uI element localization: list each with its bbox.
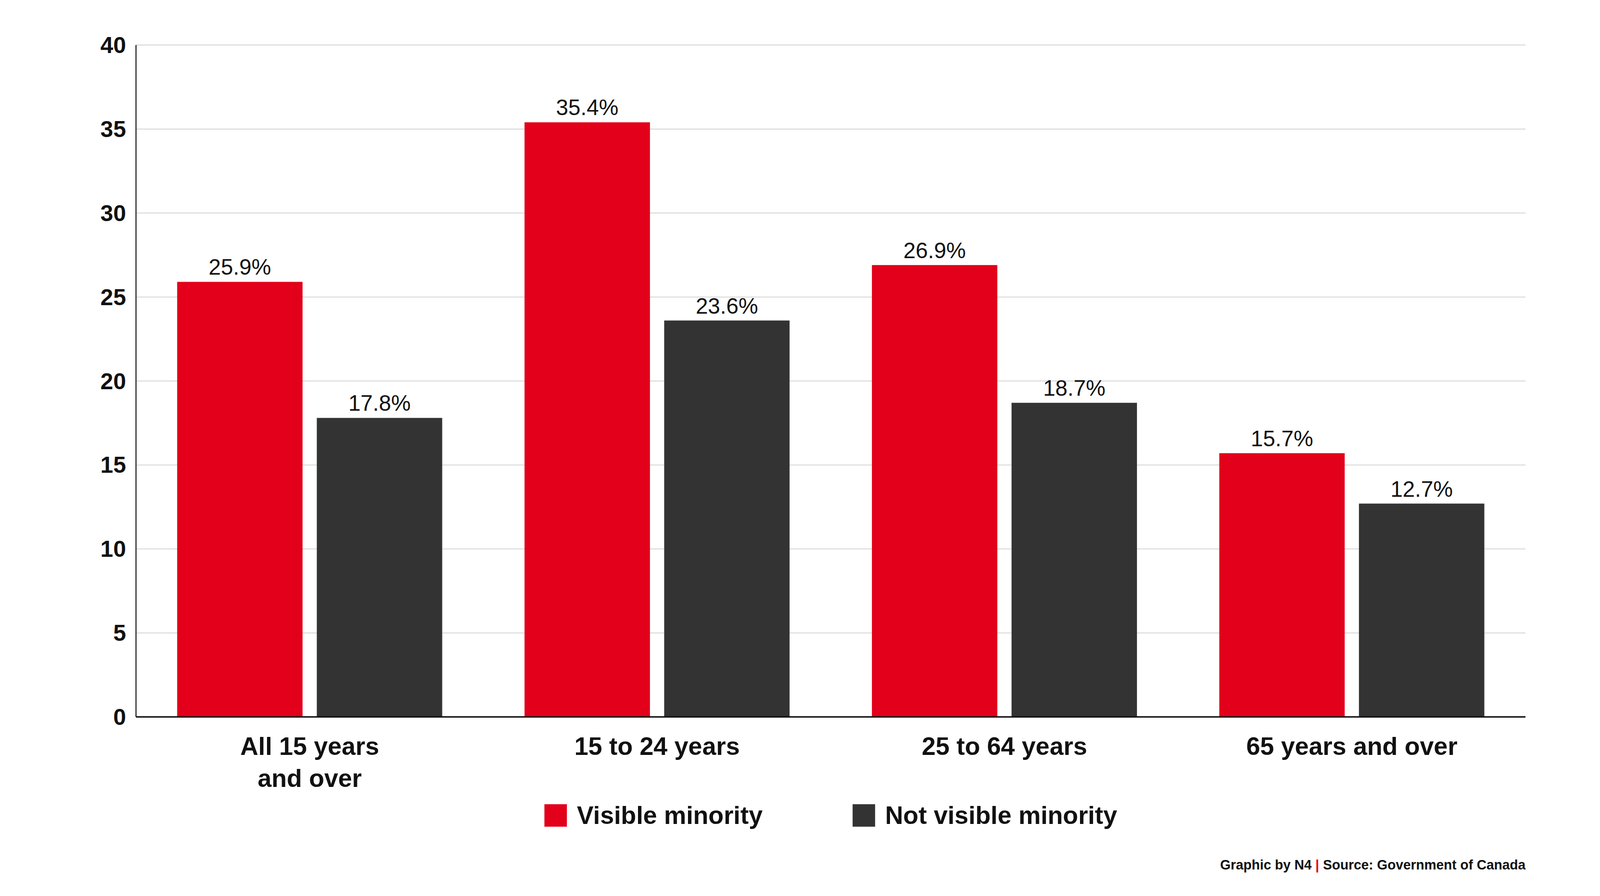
bar: [317, 417, 443, 717]
x-tick-label: All 15 yearsand over: [240, 732, 379, 792]
bar: [1359, 503, 1485, 717]
source-part: Graphic by N4: [1220, 857, 1312, 872]
data-label: 35.4%: [556, 95, 619, 120]
source-part: |: [1311, 857, 1319, 872]
legend-item: Visible minority: [544, 801, 763, 829]
bar: [872, 265, 998, 717]
legend: Visible minority Not visible minority: [544, 801, 1118, 829]
y-tick-label: 30: [100, 200, 126, 226]
grid-line: [136, 44, 1526, 46]
bar: [177, 281, 303, 717]
x-axis: [136, 716, 1526, 718]
data-label: 12.7%: [1390, 476, 1453, 501]
y-tick-label: 10: [100, 535, 126, 562]
grid-line: [136, 128, 1526, 130]
data-label: 18.7%: [1043, 375, 1106, 400]
grid-line: [136, 212, 1526, 214]
y-axis: [135, 45, 137, 717]
bar: [664, 320, 790, 717]
y-tick-label: 35: [100, 116, 126, 142]
x-tick-label: 65 years and over: [1246, 732, 1458, 760]
bar: [1011, 402, 1137, 717]
legend-item: Not visible minority: [852, 801, 1117, 829]
data-label: 25.9%: [208, 254, 271, 279]
grid: [136, 45, 1526, 717]
bars: [177, 122, 1484, 717]
bar: [1219, 453, 1345, 717]
data-label: 23.6%: [695, 293, 758, 318]
legend-swatch: [544, 804, 567, 827]
data-labels: 25.9% 35.4% 26.9% 15.7% 17.8% 23.6% 18.7% 12.7%: [208, 95, 1453, 501]
y-tick-label: 0: [113, 703, 126, 730]
x-tick-label: 15 to 24 years: [574, 732, 740, 760]
legend-swatch: [852, 804, 875, 827]
grid-line: [136, 716, 1526, 717]
grid-line: [136, 380, 1526, 382]
y-tick-label: 40: [100, 32, 126, 58]
bar: [524, 122, 650, 717]
source-part: Source: Government of Canada: [1319, 857, 1526, 872]
chart: 0 5 10 15 20 25 30 35 40 25.9% 35.4% 26.9% 15.7% 17.8…: [0, 0, 1600, 896]
y-tick-label: 25: [100, 284, 126, 310]
source: Graphic by N4 | Source: Government of Ca…: [1220, 857, 1526, 872]
legend-label: Visible minority: [577, 801, 763, 829]
y-tick-label: 5: [113, 619, 126, 646]
y-tick-label: 20: [100, 368, 126, 394]
y-tick-label: 15: [100, 451, 126, 478]
x-tick-label: 25 to 64 years: [921, 732, 1087, 760]
data-label: 26.9%: [903, 238, 966, 263]
data-label: 17.8%: [348, 390, 411, 415]
grid-line: [136, 296, 1526, 298]
data-label: 15.7%: [1251, 426, 1314, 451]
legend-label: Not visible minority: [885, 801, 1117, 829]
